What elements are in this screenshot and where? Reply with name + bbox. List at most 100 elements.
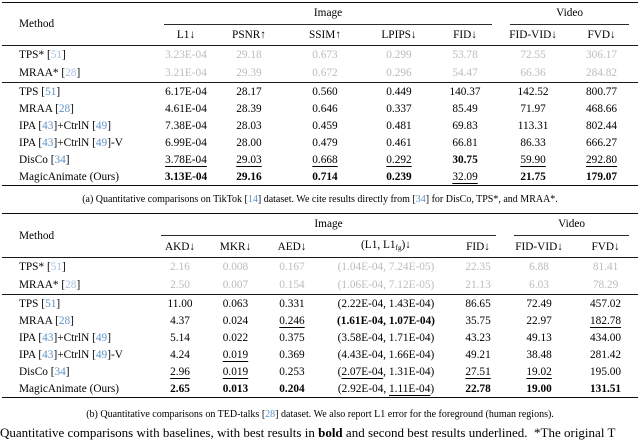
value-cell: 113.31	[517, 119, 549, 132]
value-cell: 0.375	[279, 331, 305, 344]
citation-link[interactable]: 43	[42, 136, 54, 149]
citation-link[interactable]: 51	[45, 85, 57, 98]
column-group-header: Image	[152, 214, 505, 236]
citation-link[interactable]: 51	[50, 261, 63, 273]
value-cell: (2.22E-04, 1.43E-04)	[337, 297, 435, 310]
citation-link[interactable]: 43	[42, 119, 54, 132]
value-cell: 0.008	[222, 261, 249, 273]
method-cell: MRAA* [28]	[19, 67, 81, 79]
citation-link[interactable]: 34	[54, 153, 66, 166]
table-row: TPS* [51] 2.16 0.008 0.167 (1.04E-04, 7.24E-…	[2, 258, 638, 277]
value-cell: (2.92E-04, 1.11E-04)	[337, 382, 435, 395]
citation-link[interactable]: 34	[415, 194, 426, 205]
value-cell: 0.246	[279, 314, 305, 327]
value-cell: 32.09	[452, 170, 478, 183]
table-row: MagicAnimate (Ours) 2.65 0.013 0.204 (2.92E-…	[2, 380, 638, 398]
citation-link[interactable]: 28	[65, 279, 77, 291]
citation-link[interactable]: 28	[58, 314, 71, 327]
value-cell: 28.00	[236, 136, 262, 149]
value-cell: 54.47	[452, 67, 478, 79]
value-cell: 142.52	[517, 85, 549, 98]
value-cell: 179.07	[586, 170, 618, 183]
value-cell: 0.369	[279, 348, 305, 361]
value-cell: 5.14	[170, 331, 190, 344]
value-cell: 0.013	[222, 382, 249, 395]
table-row: MagicAnimate (Ours) 3.13E-04 29.16 0.714 0.2…	[2, 168, 638, 186]
value-cell: 35.75	[465, 314, 491, 327]
value-cell: 29.39	[236, 67, 262, 79]
value-cell: 0.331	[279, 297, 305, 310]
citation-link[interactable]: 43	[42, 331, 54, 344]
value-cell: 802.44	[586, 119, 618, 132]
value-cell: 19.00	[526, 382, 552, 395]
citation-link[interactable]: 14	[247, 194, 258, 205]
value-cell: 6.99E-04	[165, 136, 207, 149]
table-row: TPS* [51] 3.23E-04 29.18 0.673 0.299 53.78 72.…	[2, 46, 638, 65]
value-cell: 468.66	[586, 102, 618, 115]
value-cell: 2.50	[170, 279, 190, 291]
subcaption-b: (b) Quantitative comparisons on TED-talk…	[86, 409, 554, 420]
table-row: IPA [43]+CtrlN [49]-V 6.99E-04 28.00 0.479 0…	[2, 134, 638, 151]
value-cell: 22.35	[465, 261, 491, 273]
value-cell: 0.560	[312, 85, 338, 98]
method-cell: IPA [43]+CtrlN [49]	[19, 119, 111, 132]
citation-link[interactable]: 49	[95, 119, 108, 132]
value-cell: 49.13	[526, 331, 552, 344]
method-cell: DisCo [34]	[19, 365, 70, 378]
value-cell: 0.672	[312, 67, 338, 79]
value-cell: (4.43E-04, 1.66E-04)	[337, 348, 435, 361]
value-cell: 0.019	[222, 348, 249, 361]
value-cell: 49.21	[465, 348, 491, 361]
value-cell: 2.96	[170, 365, 190, 378]
value-cell: 0.239	[386, 170, 412, 183]
citation-link[interactable]: 34	[54, 365, 66, 378]
value-cell: 29.03	[236, 153, 262, 166]
citation-link[interactable]: 28	[265, 409, 276, 420]
citation-link[interactable]: 28	[58, 102, 71, 115]
table-tiktok: Method Image Video L1↓ PSNR↑ SSIM↑ LPIPS↓ FID↓ F…	[2, 0, 639, 186]
value-cell: 2.65	[170, 382, 190, 395]
value-cell: 78.29	[592, 279, 619, 291]
method-column-header: Method	[19, 229, 55, 242]
value-cell: 666.27	[586, 136, 618, 149]
value-cell: 53.78	[452, 49, 478, 61]
value-cell: 306.17	[586, 49, 618, 61]
value-cell: 0.714	[312, 170, 338, 183]
table-row: IPA [43]+CtrlN [49]-V 4.24 0.019 0.369 (4.43…	[2, 346, 638, 363]
citation-link[interactable]: 49	[95, 331, 108, 344]
citation-link[interactable]: 49	[95, 136, 108, 149]
table-row: MRAA [28] 4.61E-04 28.39 0.646 0.337 85.49 71.…	[2, 100, 638, 117]
table-row: MRAA* [28] 3.21E-04 29.39 0.672 0.296 54.47 66…	[2, 64, 638, 83]
value-cell: (1.04E-04, 7.24E-05)	[337, 261, 435, 273]
citation-link[interactable]: 28	[65, 67, 77, 79]
value-cell: 0.007	[222, 279, 249, 291]
value-cell: 2.16	[170, 261, 190, 273]
column-group-header: Video	[505, 214, 638, 236]
citation-link[interactable]: 43	[42, 348, 54, 361]
value-cell: 131.51	[590, 382, 622, 395]
value-cell: (1.06E-04, 7.12E-05)	[337, 279, 435, 291]
value-cell: (2.07E-04, 1.31E-04)	[337, 365, 435, 378]
citation-link[interactable]: 51	[45, 297, 57, 310]
value-cell: 71.97	[520, 102, 546, 115]
value-cell: 0.296	[386, 67, 412, 79]
value-cell: 0.024	[222, 314, 249, 327]
value-cell: 6.17E-04	[165, 85, 207, 98]
citation-link[interactable]: 51	[50, 49, 63, 61]
column-header: FID↓	[453, 29, 477, 41]
method-cell: MRAA [28]	[19, 102, 74, 115]
value-cell: 0.481	[386, 119, 412, 132]
citation-link[interactable]: 49	[95, 348, 108, 361]
value-cell: 0.337	[386, 102, 412, 115]
value-cell: 38.48	[526, 348, 552, 361]
value-cell: 28.39	[236, 102, 262, 115]
results-table-a: Method Image Video L1↓ PSNR↑ SSIM↑ LPIPS↓ FID↓ F…	[2, 2, 639, 186]
method-cell: TPS* [51]	[19, 49, 66, 61]
method-cell: MagicAnimate (Ours)	[19, 382, 120, 395]
subcaption-a: (a) Quantitative comparisons on TikTok […	[82, 194, 558, 205]
value-cell: 0.479	[312, 136, 338, 149]
column-header: LPIPS↓	[381, 29, 417, 41]
column-header: FVD↓	[587, 29, 616, 41]
value-cell: 66.81	[452, 136, 478, 149]
value-cell: 0.292	[386, 153, 412, 166]
